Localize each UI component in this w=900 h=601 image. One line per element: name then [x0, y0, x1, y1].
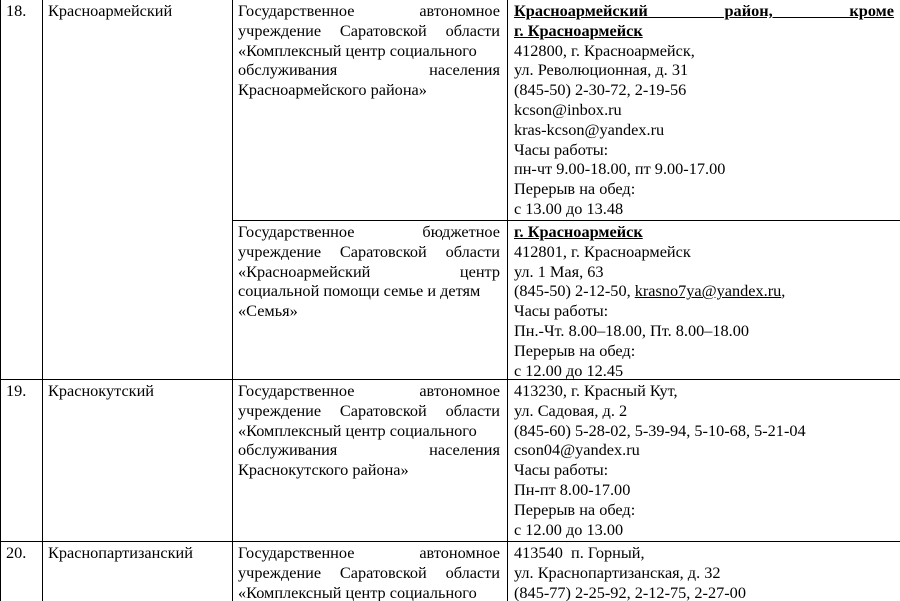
org-line: обслуживания населения: [238, 60, 500, 80]
address: ул. Краснопартизанская, д. 32: [514, 562, 721, 582]
lunch-label: Перерыв на обед:: [514, 179, 636, 199]
email: kcson@inbox.ru: [514, 99, 622, 119]
district-name: Краснопартизанский: [48, 543, 193, 562]
email-link[interactable]: krasno7ya@yandex.ru: [634, 281, 782, 301]
address: 413540 п. Горный,: [514, 543, 645, 562]
address: 412801, г. Красноармейск: [514, 241, 691, 261]
org-line: учреждение Саратовской области: [238, 400, 500, 420]
row-divider: [232, 220, 900, 221]
organization-name: Государственное автономное учреждение Са…: [238, 381, 500, 480]
address: 412800, г. Красноармейск,: [514, 40, 695, 60]
row-divider: [0, 541, 900, 542]
org-line: «Комплексный центр социального: [238, 420, 477, 440]
phone: (845-50) 2-12-50,: [514, 281, 635, 301]
row-number: 19.: [6, 381, 27, 400]
email: cson04@yandex.ru: [514, 440, 640, 460]
lunch: с 13.00 до 13.48: [514, 198, 624, 218]
district-name: Красноармейский: [48, 1, 173, 20]
org-line: обслуживания населения: [238, 440, 500, 460]
phone-email: (845-50) 2-12-50, krasno7ya@yandex.ru,: [514, 281, 786, 301]
hours: Пн.-Чт. 8.00–18.00, Пт. 8.00–18.00: [514, 320, 750, 340]
lunch-label: Перерыв на обед:: [514, 499, 636, 519]
organization-name: Государственное автономное учреждение Са…: [238, 1, 500, 100]
org-line: «Семья»: [238, 301, 298, 321]
org-line: «Красноармейский центр: [238, 261, 500, 281]
phone: (845-50) 2-30-72, 2-19-56: [514, 80, 687, 100]
org-line: учреждение Саратовской области: [238, 562, 500, 582]
contact-heading: г. Красноармейск: [514, 222, 643, 241]
org-line: Государственное автономное: [238, 1, 500, 20]
contact-heading: Красноармейский район, кроме: [514, 1, 894, 20]
org-line: Краснокутского района»: [238, 460, 409, 480]
organization-name: Государственное бюджетное учреждение Сар…: [238, 222, 500, 321]
district-name: Краснокутский: [48, 381, 155, 400]
column-divider: [232, 0, 233, 601]
org-line: Государственное автономное: [238, 381, 500, 400]
row-number: 20.: [6, 543, 27, 562]
org-line: социальной помощи семье и детям: [238, 281, 481, 301]
row-divider: [0, 379, 900, 380]
organization-name: Государственное автономное учреждение Са…: [238, 543, 500, 601]
contact-info: г. Красноармейск 412801, г. Красноармейс…: [514, 222, 894, 380]
hours: Пн-пт 8.00-17.00: [514, 479, 631, 499]
phone: (845-60) 5-28-02, 5-39-94, 5-10-68, 5-21…: [514, 420, 806, 440]
contact-info: 413540 п. Горный, ул. Краснопартизанская…: [514, 543, 894, 601]
contact-heading: г. Красноармейск: [514, 20, 643, 40]
org-line: «Комплексный центр социального: [238, 40, 477, 60]
address: ул. Садовая, д. 2: [514, 400, 628, 420]
contact-info: 413230, г. Красный Кут, ул. Садовая, д. …: [514, 381, 894, 539]
row-number: 18.: [6, 1, 27, 20]
address: 413230, г. Красный Кут,: [514, 381, 678, 400]
column-divider: [42, 0, 43, 601]
hours-label: Часы работы:: [514, 139, 609, 159]
phone: (845-77) 2-25-92, 2-12-75, 2-27-00: [514, 582, 746, 601]
hours-label: Часы работы:: [514, 301, 609, 321]
org-line: «Комплексный центр социального: [238, 582, 477, 601]
contact-info: Красноармейский район, кроме г. Красноар…: [514, 1, 894, 219]
org-line: учреждение Саратовской области: [238, 241, 500, 261]
lunch: с 12.00 до 12.45: [514, 360, 624, 380]
column-divider: [507, 0, 508, 601]
org-line: Государственное автономное: [238, 543, 500, 562]
org-line: учреждение Саратовской области: [238, 20, 500, 40]
org-line: Государственное бюджетное: [238, 222, 500, 241]
address: ул. Революционная, д. 31: [514, 60, 689, 80]
email: kras-kcson@yandex.ru: [514, 119, 665, 139]
table-border: [0, 0, 1, 601]
org-line: Красноармейского района»: [238, 80, 427, 100]
hours-label: Часы работы:: [514, 460, 609, 480]
hours: пн-чт 9.00-18.00, пт 9.00-17.00: [514, 159, 726, 179]
address: ул. 1 Мая, 63: [514, 261, 604, 281]
lunch: с 12.00 до 13.00: [514, 519, 624, 539]
lunch-label: Перерыв на обед:: [514, 340, 636, 360]
